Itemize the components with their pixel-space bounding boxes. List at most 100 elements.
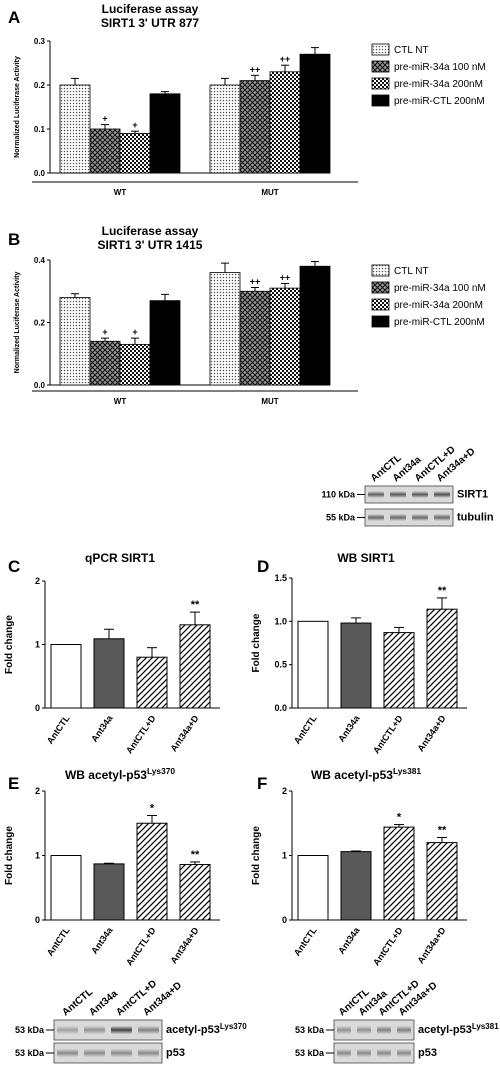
bar	[269, 71, 301, 174]
significance-mark: ++	[250, 64, 261, 74]
legend-swatch	[371, 298, 390, 311]
legend-label: pre-miR-CTL 200nM	[394, 96, 485, 107]
blot-band	[337, 1049, 351, 1057]
bar	[299, 265, 331, 386]
blot-protein-label: p53	[166, 1047, 185, 1059]
blot-band	[57, 1049, 78, 1057]
y-tick-label: 0	[282, 915, 287, 925]
bar	[426, 842, 458, 921]
legend-swatch	[371, 315, 390, 328]
blot-kda-marker: 53 kDa	[295, 1025, 325, 1035]
blot-band	[138, 1049, 159, 1057]
panel-letter: D	[257, 557, 269, 576]
panel-letter: B	[8, 230, 20, 249]
bar	[136, 656, 168, 709]
significance-mark: +	[132, 327, 137, 337]
legend-label: pre-miR-34a 100 nM	[394, 283, 486, 294]
x-tick-label: Ant34a	[336, 713, 362, 744]
blot-band	[412, 491, 428, 498]
significance-mark: **	[438, 585, 447, 597]
bar	[340, 622, 372, 709]
blot-kda-marker: 53 kDa	[15, 1025, 45, 1035]
bar	[93, 638, 125, 709]
bar	[297, 855, 329, 921]
significance-mark: *	[150, 803, 155, 815]
x-tick-label: Ant34a+D	[168, 713, 200, 753]
blot-kda-marker: 55 kDa	[326, 513, 356, 523]
x-tick-label: AntCTL	[292, 713, 319, 746]
x-tick-label: AntCTL	[45, 925, 72, 958]
y-tick-label: 0	[35, 703, 40, 713]
bar	[59, 297, 91, 386]
chart-subtitle: SIRT1 3' UTR 877	[101, 16, 200, 30]
blot-band	[390, 491, 406, 498]
bar	[426, 608, 458, 709]
y-tick-label: 2	[35, 786, 40, 796]
bar	[209, 272, 241, 386]
bar	[179, 624, 211, 709]
x-tick-label: AntCTL+D	[124, 713, 158, 755]
y-axis-label: Normalized Luciferase Activity	[14, 56, 21, 158]
legend-label: CTL NT	[394, 45, 429, 56]
x-tick-label: Ant34a+D	[415, 925, 447, 965]
blot-band	[84, 1049, 105, 1057]
legend-label: pre-miR-34a 100 nM	[394, 62, 486, 73]
bar	[340, 851, 372, 921]
blot-protein-label: p53	[418, 1047, 437, 1059]
legend-swatch	[371, 60, 390, 73]
blot-protein-label: acetyl-p53Lys370	[166, 1022, 247, 1037]
chart-subtitle: SIRT1 3' UTR 1415	[98, 238, 203, 252]
x-tick-label: Ant34a+D	[168, 925, 200, 965]
bar	[89, 340, 121, 386]
y-axis-label: Normalized Luciferase Activity	[14, 272, 21, 374]
y-axis-label: Fold change	[251, 613, 262, 672]
y-axis-label: Fold change	[251, 826, 262, 885]
bar	[297, 620, 329, 709]
blot-band	[357, 1049, 371, 1057]
blot-band	[377, 1049, 391, 1057]
bar	[50, 644, 82, 709]
blot-protein-label: tubulin	[457, 512, 494, 524]
bar	[383, 826, 415, 921]
x-tick-label: AntCTL	[292, 925, 319, 958]
legend-label: pre-miR-CTL 200nM	[394, 317, 485, 328]
y-tick-label: 0.3	[34, 37, 46, 46]
legend-swatch	[371, 77, 390, 90]
blot-band	[412, 514, 428, 521]
y-tick-label: 0.0	[34, 169, 46, 178]
x-tick-label: AntCTL+D	[371, 925, 405, 967]
bar	[209, 84, 241, 174]
chart-title: WB acetyl-p53Lys370	[65, 766, 175, 782]
bar	[299, 53, 331, 174]
panel-letter: F	[257, 774, 267, 793]
blot-band	[368, 514, 384, 521]
significance-mark: +	[102, 327, 107, 337]
significance-mark: ++	[280, 54, 291, 64]
significance-mark: ++	[250, 277, 261, 287]
legend-label: pre-miR-34a 200nM	[394, 79, 483, 90]
blot-kda-marker: 53 kDa	[295, 1048, 325, 1058]
bar	[179, 864, 211, 921]
significance-mark: **	[191, 849, 200, 861]
chart-title: WB SIRT1	[337, 551, 395, 565]
blot-kda-marker: 110 kDa	[321, 490, 356, 500]
blot-kda-marker: 53 kDa	[15, 1048, 45, 1058]
significance-mark: ++	[280, 272, 291, 282]
blot-protein-label: acetyl-p53Lys381	[418, 1022, 499, 1037]
x-tick-label: Ant34a	[336, 925, 362, 956]
panel-letter: E	[8, 774, 19, 793]
bar	[383, 632, 415, 709]
x-tick-label: AntCTL+D	[124, 925, 158, 967]
blot-band	[397, 1049, 411, 1057]
blot-band	[368, 491, 384, 498]
group-label: MUT	[261, 397, 278, 406]
chart-title: Luciferase assay	[102, 2, 199, 16]
panel-letter: C	[8, 557, 20, 576]
legend-swatch	[371, 264, 390, 277]
y-tick-label: 0.5	[274, 660, 287, 670]
y-tick-label: 0.0	[274, 703, 287, 713]
blot-protein-label: SIRT1	[457, 489, 488, 501]
panel-letter: A	[8, 8, 20, 27]
y-axis-label: Fold change	[4, 615, 15, 674]
blot-band	[111, 1049, 132, 1057]
